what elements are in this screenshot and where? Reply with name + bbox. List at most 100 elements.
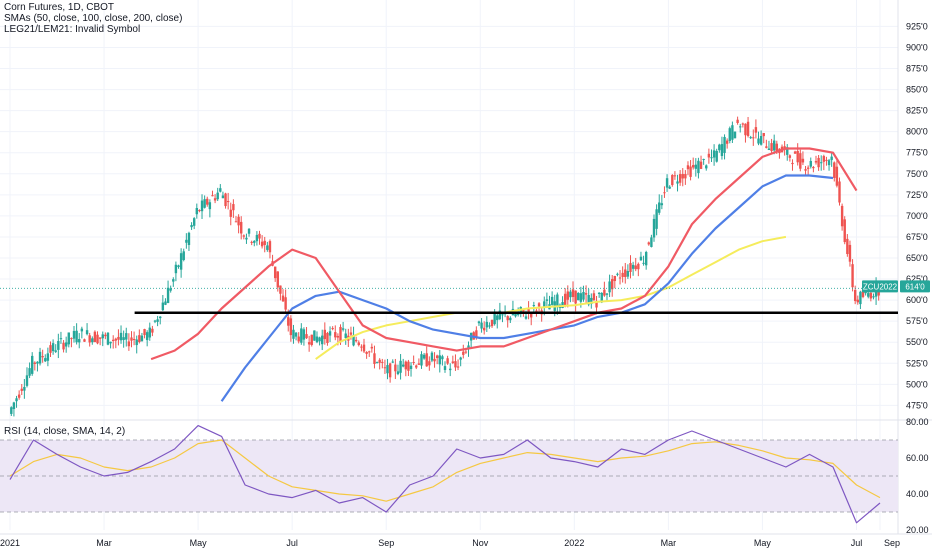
rsi-legend[interactable]: RSI (14, close, SMA, 14, 2) (4, 426, 126, 437)
candle-body (859, 291, 862, 305)
candle-body (712, 150, 716, 158)
candle-body (639, 256, 643, 261)
candle-body (530, 312, 533, 318)
candle-body (33, 362, 37, 364)
candle-body (203, 199, 206, 208)
candle-body (145, 332, 149, 341)
candle-body (634, 265, 637, 270)
legend-title[interactable]: Corn Futures, 1D, CBOT (4, 2, 115, 13)
rsi-tick-label: 20.00 (906, 525, 929, 535)
candle-body (122, 337, 125, 341)
candle-body (467, 345, 470, 349)
candle-body (240, 221, 243, 234)
candle-body (861, 290, 865, 297)
candle-body (159, 316, 162, 319)
candle-body (357, 342, 360, 346)
candle-body (172, 279, 175, 282)
candle-body (368, 351, 371, 353)
candle-body (545, 299, 549, 301)
candle-body (119, 332, 123, 341)
candle-body (281, 295, 285, 302)
candle-body (524, 316, 528, 319)
date-tick-label: Jul (286, 538, 298, 548)
support-line (0, 287, 898, 314)
candle-body (509, 317, 512, 321)
candle-body (498, 310, 502, 320)
candle-body (827, 160, 831, 166)
candle-body (185, 239, 188, 243)
candle-body (631, 264, 635, 269)
candle-body (266, 245, 269, 250)
candle-body (352, 335, 355, 346)
price-tick-label: 700'0 (906, 211, 928, 221)
candle-body (791, 162, 794, 165)
date-axis: 2021 Mar May Jul Sep Nov 2022 Mar May Jul Sep (0, 538, 900, 548)
candle-body (44, 358, 47, 362)
candle-body (848, 244, 852, 262)
price-tick-label: 900'0 (906, 42, 928, 52)
candle-body (25, 375, 29, 386)
candle-body (812, 166, 815, 169)
candle-body (663, 192, 666, 194)
candle-body (331, 328, 334, 330)
price-tick-label: 500'0 (906, 379, 928, 389)
candle-body (54, 350, 57, 352)
candle-body (250, 241, 253, 243)
candle-body (17, 394, 21, 398)
candle-body (582, 292, 585, 300)
candle-body (543, 301, 546, 308)
candle-body (263, 240, 266, 246)
legend-invalid-symbol[interactable]: LEG21/LEM21: Invalid Symbol (4, 24, 141, 35)
candle-body (164, 301, 167, 305)
candle-body (710, 157, 713, 159)
candle-body (383, 367, 387, 369)
candle-body (260, 241, 264, 247)
candle-body (655, 209, 658, 229)
candle-body (527, 309, 530, 312)
candle-body (174, 264, 178, 274)
candle-body (637, 263, 640, 270)
candle-body (731, 125, 734, 140)
candle-body (822, 156, 826, 162)
candle-body (104, 334, 107, 337)
candle-body (430, 352, 434, 361)
price-tick-label: 625'0 (906, 274, 928, 284)
candle-body (642, 262, 645, 264)
candle-body (72, 330, 76, 339)
candle-body (20, 388, 23, 391)
date-tick-label: Sep (884, 538, 900, 548)
candle-body (253, 240, 256, 243)
candle-body (459, 357, 462, 360)
candle-body (166, 287, 170, 303)
candle-body (67, 332, 70, 345)
legend-smas[interactable]: SMAs (50, close, 100, close, 200, close) (4, 13, 183, 24)
candle-body (736, 119, 739, 123)
candle-body (569, 291, 572, 298)
candle-body (36, 361, 39, 364)
candle-body (718, 144, 721, 151)
candle-body (611, 279, 614, 290)
price-badge-text: 614'0 (905, 282, 925, 291)
price-tick-label: 775'0 (906, 148, 928, 158)
candle-body (88, 335, 91, 343)
candle-body (647, 242, 650, 245)
candle-body (179, 253, 183, 270)
candle-body (707, 153, 711, 158)
candle-body (506, 316, 509, 321)
candle-body (626, 270, 630, 277)
candle-body (10, 407, 13, 414)
candle-body (830, 156, 833, 161)
candle-body (702, 158, 705, 160)
candle-body (297, 336, 300, 342)
candle-body (46, 353, 50, 361)
candle-body (788, 155, 792, 158)
sma50-line (150, 147, 858, 361)
rsi-tick-label: 80.00 (906, 417, 929, 427)
candle-body (496, 315, 499, 321)
candle-body (242, 235, 246, 237)
candle-body (603, 289, 606, 296)
candle-body (365, 351, 368, 354)
candle-body (650, 237, 653, 247)
candle-body (801, 158, 805, 163)
candle-body (443, 366, 447, 370)
